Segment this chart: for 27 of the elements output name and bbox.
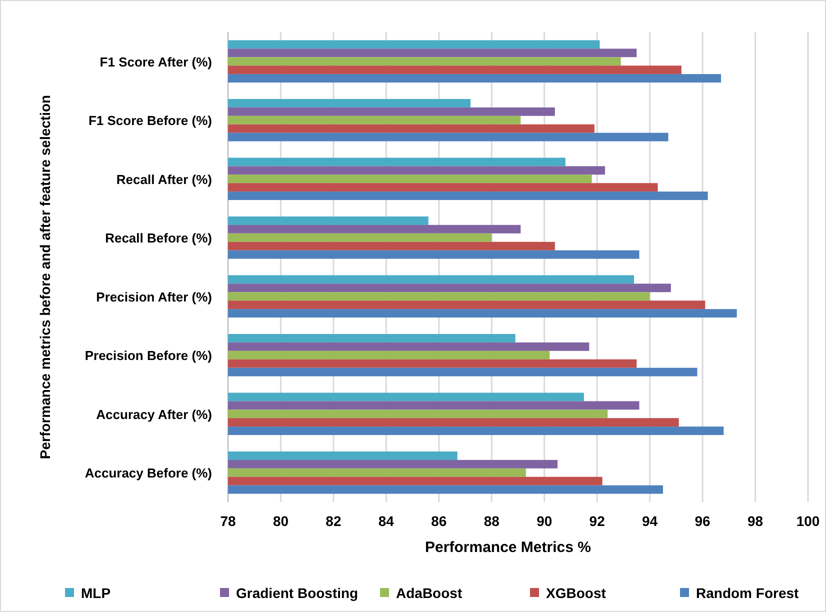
x-tick-label: 90 xyxy=(536,513,552,529)
y-tick-label: F1 Score Before (%) xyxy=(88,113,212,128)
x-tick-label: 82 xyxy=(326,513,342,529)
y-tick-label: Accuracy After (%) xyxy=(96,406,212,422)
x-tick-label: 98 xyxy=(747,513,764,529)
legend-label: MLP xyxy=(81,585,111,601)
legend-label: Random Forest xyxy=(696,585,800,601)
y-tick-label: Precision Before (%) xyxy=(84,348,212,364)
legend-label: Gradient Boosting xyxy=(236,585,358,601)
legend-label: AdaBoost xyxy=(396,585,462,601)
y-tick-label: Recall Before (%) xyxy=(105,230,212,246)
x-tick-label: 80 xyxy=(272,513,289,529)
x-axis-title: Performance Metrics % xyxy=(425,539,591,556)
x-tick-label: 84 xyxy=(378,513,394,529)
y-axis-title: Performance metrics before and after feature selection xyxy=(37,94,53,460)
y-tick-label: F1 Score After (%) xyxy=(100,54,212,70)
x-tick-label: 92 xyxy=(589,513,606,529)
x-tick-label: 78 xyxy=(220,513,236,529)
x-tick-label: 86 xyxy=(431,513,447,529)
x-tick-label: 88 xyxy=(484,513,500,529)
x-tick-label: 100 xyxy=(796,513,820,529)
legend-label: XGBoost xyxy=(546,585,606,601)
x-tick-label: 94 xyxy=(642,513,658,529)
y-tick-label: Recall After (%) xyxy=(116,172,212,187)
y-tick-label: Precision After (%) xyxy=(96,289,212,304)
y-tick-label: Accuracy Before (%) xyxy=(84,466,212,481)
x-tick-label: 96 xyxy=(694,513,711,529)
